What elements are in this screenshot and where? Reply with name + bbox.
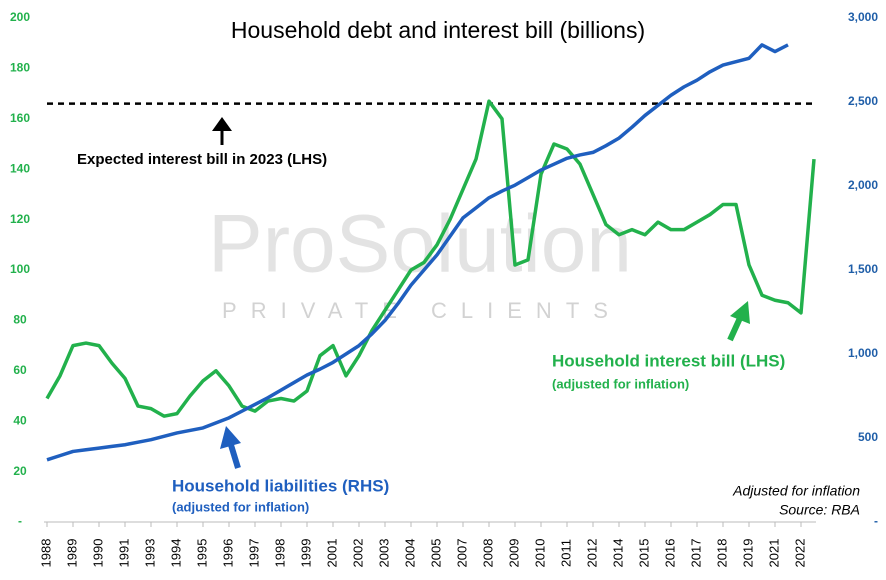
- series-label: Household interest bill (LHS): [552, 351, 785, 370]
- x-tick-label: 2019: [740, 539, 755, 568]
- x-tick-label: 2015: [636, 539, 651, 568]
- x-tick-label: 2011: [558, 539, 573, 567]
- y2-tick-label: -: [874, 514, 878, 528]
- y-tick-label: -: [18, 514, 22, 528]
- arrow: [727, 301, 750, 342]
- y-tick-label: 120: [10, 212, 30, 226]
- y-tick-label: 60: [13, 363, 27, 377]
- series-note: (adjusted for inflation): [172, 499, 309, 514]
- x-tick-label: 2021: [766, 539, 781, 568]
- x-tick-label: 2022: [792, 539, 807, 568]
- series-line: [46, 43, 789, 462]
- y2-tick-label: 1,500: [848, 262, 878, 276]
- x-tick-label: 2005: [428, 539, 443, 568]
- watermark-tagline: PRIVATE CLIENTS: [222, 298, 622, 323]
- y-tick-label: 180: [10, 61, 30, 75]
- x-tick-label: 2007: [454, 539, 469, 568]
- x-tick-label: 1997: [246, 539, 261, 568]
- x-tick-label: 1999: [298, 539, 313, 568]
- x-tick-label: 2009: [506, 539, 521, 568]
- x-tick-label: 2003: [376, 539, 391, 568]
- x-tick-label: 2012: [584, 539, 599, 568]
- y-tick-label: 160: [10, 111, 30, 125]
- y2-tick-label: 2,500: [848, 94, 878, 108]
- x-tick-label: 2017: [688, 539, 703, 568]
- x-tick-label: 2008: [480, 539, 495, 568]
- x-tick-label: 1993: [142, 539, 157, 568]
- series-label: Household liabilities (RHS): [172, 476, 389, 495]
- x-tick-label: 2010: [532, 539, 547, 568]
- y-tick-label: 140: [10, 161, 30, 175]
- x-tick-label: 1988: [38, 539, 53, 568]
- y-tick-label: 200: [10, 10, 30, 24]
- y2-tick-label: 3,000: [848, 10, 878, 24]
- y-tick-label: 40: [13, 413, 27, 427]
- series-line: [45, 99, 816, 418]
- arrow: [220, 426, 241, 469]
- arrow: [212, 117, 232, 145]
- y2-tick-label: 1,000: [848, 346, 878, 360]
- x-tick-label: 2001: [324, 539, 339, 568]
- series-note: (adjusted for inflation): [552, 376, 689, 391]
- x-tick-label: 1994: [168, 539, 183, 568]
- x-tick-label: 2016: [662, 539, 677, 568]
- x-tick-label: 2018: [714, 539, 729, 568]
- y-tick-label: 80: [13, 313, 27, 327]
- y-tick-label: 100: [10, 262, 30, 276]
- x-tick-label: 1995: [194, 539, 209, 568]
- x-tick-label: 1989: [64, 539, 79, 568]
- x-tick-label: 1998: [272, 539, 287, 568]
- y2-tick-label: 2,000: [848, 178, 878, 192]
- x-tick-label: 1996: [220, 539, 235, 568]
- x-tick-label: 2002: [350, 539, 365, 568]
- source: Source: RBA: [779, 502, 860, 518]
- footnote: Adjusted for inflation: [732, 483, 860, 499]
- y2-tick-label: 500: [858, 430, 878, 444]
- x-tick-label: 1991: [116, 539, 131, 568]
- y-tick-label: 20: [13, 464, 27, 478]
- reference-label: Expected interest bill in 2023 (LHS): [77, 151, 327, 168]
- x-tick-label: 2004: [402, 539, 417, 568]
- chart-title: Household debt and interest bill (billio…: [231, 17, 645, 43]
- x-tick-label: 1990: [90, 539, 105, 568]
- x-tick-label: 2014: [610, 539, 625, 568]
